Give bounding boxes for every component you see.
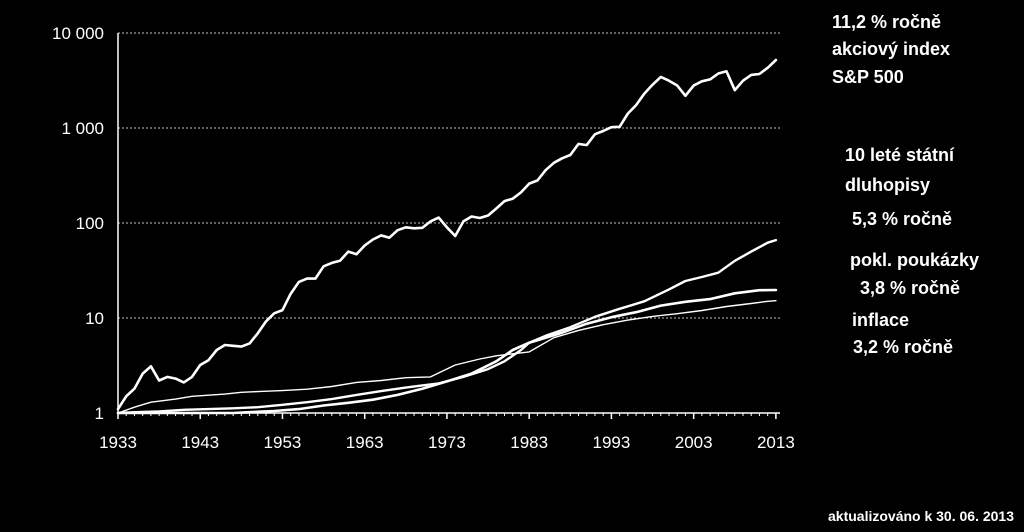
y-tick-label: 10 [85, 309, 104, 328]
annotation-bonds-return: 5,3 % ročně [852, 209, 953, 229]
annotation-inflation-return: 3,2 % ročně [853, 337, 954, 357]
annotation-sp500-index: S&P 500 [832, 67, 904, 87]
annotation-bills-return: 3,8 % ročně [860, 278, 961, 298]
grid-lines [118, 32, 780, 319]
annotation-sp500-name: akciový index [832, 39, 951, 59]
series-line-inflation [117, 300, 777, 414]
x-tick-label: 1933 [99, 433, 137, 452]
footer-updated-note: aktualizováno k 30. 06. 2013 [828, 508, 1014, 524]
x-tick-label: 1963 [346, 433, 384, 452]
annotation-bills-name: pokl. poukázky [850, 250, 980, 270]
x-tick-label: 1983 [510, 433, 548, 452]
series-line-bills [116, 288, 778, 415]
series-lines [116, 58, 778, 415]
series-line-sp500 [116, 58, 778, 411]
x-tick-label: 1953 [264, 433, 302, 452]
annotation-sp500-return: 11,2 % ročně [832, 12, 942, 32]
x-tick-labels: 1933 1943 1953 1963 1973 1983 1993 2003 2013 [99, 433, 795, 452]
annotation-bonds-type: dluhopisy [845, 175, 930, 195]
y-tick-label: 1 [95, 404, 104, 423]
annotation-bonds-name: 10 leté státní [845, 145, 955, 165]
x-tick-label: 1943 [181, 433, 219, 452]
y-tick-label: 1 000 [61, 119, 104, 138]
y-tick-labels: 1 10 100 1 000 10 000 [52, 24, 104, 423]
y-tick-label: 10 000 [52, 24, 104, 43]
series-line-bonds [116, 238, 778, 415]
x-tick-label: 2003 [675, 433, 713, 452]
annotation-inflation-name: inflace [852, 310, 910, 330]
x-tick-label: 1973 [428, 433, 466, 452]
y-tick-label: 100 [76, 214, 104, 233]
x-tick-label: 1993 [593, 433, 631, 452]
x-tick-label: 2013 [757, 433, 795, 452]
